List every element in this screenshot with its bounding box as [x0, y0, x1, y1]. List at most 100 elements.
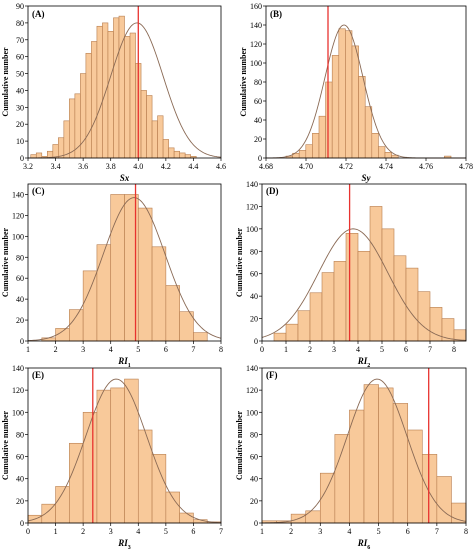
chart-panel: 3.2 3.4 3.6 3.8 4.0 4.2 4.4 4.6 0 10 20 30 40 50 60 70 8…	[1, 2, 226, 183]
x-tick-label: 5	[164, 527, 168, 536]
x-tick-label: 8	[219, 345, 223, 354]
x-axis-label-main: RI	[357, 538, 368, 548]
x-tick-label: 4.0	[133, 162, 143, 171]
x-axis-label-main: RI	[357, 356, 368, 366]
histogram-bar	[82, 270, 98, 342]
histogram-bar	[345, 30, 353, 159]
histogram-bar	[417, 291, 431, 342]
fit-curve	[261, 378, 467, 524]
histogram-bar	[113, 17, 120, 159]
histogram-bar	[151, 454, 167, 524]
histogram-bar	[162, 139, 169, 159]
fit-curve	[27, 197, 222, 342]
x-axis-label-subscript: 2	[367, 363, 370, 369]
histogram-bar	[157, 115, 164, 159]
y-tick-label: 60	[16, 274, 24, 283]
y-tick-label: 100	[12, 408, 24, 417]
histogram-bar	[357, 250, 371, 342]
y-tick-label: 20	[250, 315, 258, 324]
chart-panel: 4.68 4.70 4.72 4.74 4.76 4.78 0 20 40 60 80 100 120 1…	[239, 2, 473, 183]
histogram-bar	[179, 311, 194, 342]
x-tick-label: 3	[109, 527, 113, 536]
x-tick-label: 2	[54, 345, 58, 354]
panel-label: (F)	[266, 370, 278, 380]
y-tick-label: 40	[16, 295, 24, 304]
y-tick-label: 0	[258, 154, 262, 163]
y-tick-label: 20	[16, 316, 24, 325]
y-tick-label: 80	[16, 19, 24, 28]
histogram-bar	[378, 387, 394, 524]
panel-label: (B)	[270, 9, 282, 19]
y-tick-label: 100	[250, 59, 262, 68]
histogram-bar	[82, 411, 98, 524]
histogram-bar	[358, 76, 366, 159]
histogram-bar	[63, 120, 70, 159]
x-tick-label: 7	[219, 527, 223, 536]
x-axis-label: Sy	[362, 173, 372, 183]
histogram-bar	[124, 378, 139, 524]
histogram-bar	[193, 332, 208, 342]
y-tick-label: 120	[246, 202, 258, 211]
y-axis-label: Cumulative number	[1, 411, 10, 481]
histogram-bar	[69, 309, 84, 342]
x-axis-label-main: Sx	[120, 173, 130, 183]
histogram-bar	[110, 387, 125, 524]
histogram-bar	[173, 150, 180, 159]
y-tick-label: 140	[246, 180, 258, 189]
y-tick-label: 80	[250, 247, 258, 256]
x-tick-label: 2	[289, 527, 293, 536]
x-axis-label-subscript: 1	[128, 363, 131, 369]
x-axis-label: Sx	[120, 173, 130, 183]
plot-frame	[261, 183, 467, 342]
histogram-bar	[151, 246, 167, 342]
histogram-bar	[369, 206, 383, 342]
y-tick-label: 40	[16, 475, 24, 484]
histogram-bar	[35, 152, 43, 159]
x-tick-label: 4.2	[161, 162, 171, 171]
y-axis-label: Cumulative number	[235, 411, 244, 481]
x-tick-label: 3.2	[23, 162, 33, 171]
y-tick-label: 100	[246, 225, 258, 234]
histogram-bar	[124, 36, 131, 159]
y-tick-label: 50	[16, 70, 24, 79]
x-tick-label: 4.4	[188, 162, 198, 171]
histogram-bar	[325, 81, 333, 159]
x-tick-label: 4.72	[339, 162, 353, 171]
y-tick-label: 40	[254, 116, 262, 125]
x-tick-label: 2	[81, 527, 85, 536]
y-axis-label: Cumulative number	[1, 47, 10, 117]
histogram-bar	[168, 147, 175, 159]
y-tick-label: 0	[20, 519, 24, 528]
x-axis-label: RI3	[117, 538, 131, 551]
y-tick-label: 80	[254, 78, 262, 87]
y-tick-label: 140	[246, 364, 258, 373]
histogram-bar	[165, 491, 180, 524]
fit-curve	[27, 22, 222, 159]
x-tick-label: 6	[406, 527, 410, 536]
histogram-bar	[318, 115, 326, 159]
histogram-bar	[309, 292, 323, 342]
histogram-bar	[421, 454, 438, 524]
y-tick-label: 20	[16, 497, 24, 506]
y-tick-label: 0	[20, 154, 24, 163]
histogram-bar	[297, 310, 311, 342]
y-tick-label: 60	[254, 97, 262, 106]
x-tick-label: 4	[356, 345, 360, 354]
y-tick-label: 20	[250, 497, 258, 506]
x-axis-label-main: RI	[117, 356, 128, 366]
histogram-bar	[349, 409, 365, 524]
x-tick-label: 4	[136, 527, 140, 536]
histogram-bar	[80, 73, 87, 159]
x-tick-label: 8	[452, 345, 456, 354]
histogram-bar	[321, 272, 335, 342]
y-tick-label: 0	[20, 337, 24, 346]
histogram-bar	[179, 512, 194, 524]
histogram-bar	[151, 120, 158, 159]
plot-frame	[27, 5, 222, 159]
histogram-bar	[305, 144, 313, 159]
histogram-bar	[305, 510, 321, 524]
x-tick-label: 5	[136, 345, 140, 354]
histogram-bar	[146, 95, 153, 159]
histogram-bar	[96, 244, 112, 342]
